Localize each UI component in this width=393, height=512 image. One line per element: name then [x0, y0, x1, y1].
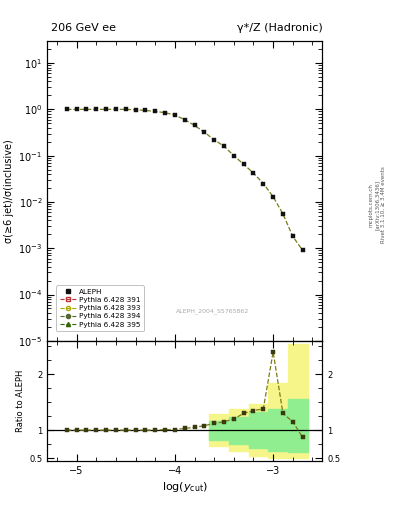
Text: [arXiv:1306.3436]: [arXiv:1306.3436] [375, 180, 380, 230]
Legend: ALEPH, Pythia 6.428 391, Pythia 6.428 393, Pythia 6.428 394, Pythia 6.428 395: ALEPH, Pythia 6.428 391, Pythia 6.428 39… [56, 285, 144, 331]
Y-axis label: σ(≥6 jet)/σ(inclusive): σ(≥6 jet)/σ(inclusive) [4, 139, 14, 243]
Y-axis label: Ratio to ALEPH: Ratio to ALEPH [16, 370, 25, 432]
Text: 206 GeV ee: 206 GeV ee [51, 23, 116, 33]
Text: ALEPH_2004_S5765862: ALEPH_2004_S5765862 [176, 308, 249, 314]
Text: Rivet 3.1.10, ≥ 3.4M events: Rivet 3.1.10, ≥ 3.4M events [381, 166, 386, 243]
Text: γ*/Z (Hadronic): γ*/Z (Hadronic) [237, 23, 322, 33]
Text: mcplots.cern.ch: mcplots.cern.ch [369, 183, 374, 227]
X-axis label: $\log(y_{\rm cut})$: $\log(y_{\rm cut})$ [162, 480, 208, 494]
